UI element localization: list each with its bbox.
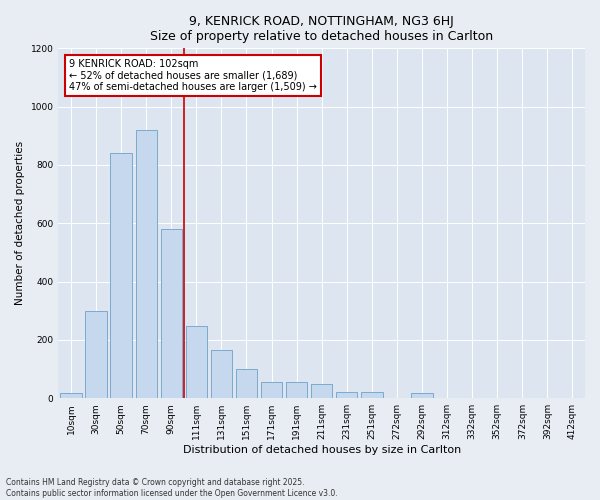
Bar xyxy=(311,384,332,398)
Y-axis label: Number of detached properties: Number of detached properties xyxy=(15,141,25,306)
Title: 9, KENRICK ROAD, NOTTINGHAM, NG3 6HJ
Size of property relative to detached house: 9, KENRICK ROAD, NOTTINGHAM, NG3 6HJ Siz… xyxy=(150,15,493,43)
Bar xyxy=(185,326,207,398)
Bar xyxy=(336,392,358,398)
Bar xyxy=(412,393,433,398)
Bar xyxy=(361,392,383,398)
Text: 9 KENRICK ROAD: 102sqm
← 52% of detached houses are smaller (1,689)
47% of semi-: 9 KENRICK ROAD: 102sqm ← 52% of detached… xyxy=(69,59,317,92)
Bar xyxy=(261,382,282,398)
Bar xyxy=(136,130,157,398)
Bar xyxy=(60,393,82,398)
Bar xyxy=(85,310,107,398)
X-axis label: Distribution of detached houses by size in Carlton: Distribution of detached houses by size … xyxy=(182,445,461,455)
Bar xyxy=(286,382,307,398)
Bar xyxy=(236,369,257,398)
Bar xyxy=(211,350,232,398)
Bar xyxy=(110,154,132,398)
Text: Contains HM Land Registry data © Crown copyright and database right 2025.
Contai: Contains HM Land Registry data © Crown c… xyxy=(6,478,338,498)
Bar xyxy=(161,229,182,398)
